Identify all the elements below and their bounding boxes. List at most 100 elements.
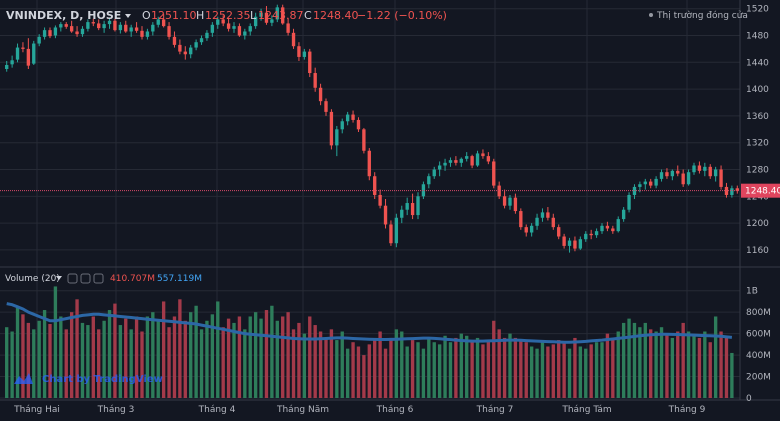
symbol-label[interactable]: VNINDEX, D, HOSE xyxy=(6,9,121,22)
candle xyxy=(37,34,41,47)
candle-body xyxy=(600,225,604,232)
eye-icon[interactable] xyxy=(67,273,78,284)
volume-bar xyxy=(432,342,436,398)
tradingview-watermark[interactable]: Chart by TradingView xyxy=(14,373,163,385)
price-tick-label: 1440 xyxy=(746,58,769,68)
price-tick-label: 1480 xyxy=(746,32,769,42)
settings-icon[interactable] xyxy=(80,273,91,284)
candle xyxy=(281,4,285,25)
price-tick-label: 1320 xyxy=(746,139,769,149)
volume-bar xyxy=(69,312,74,398)
volume-bar xyxy=(578,346,583,398)
candle-body xyxy=(259,12,263,17)
volume-bar xyxy=(10,331,14,398)
candle xyxy=(567,237,572,253)
volume-bar xyxy=(113,303,117,398)
candle xyxy=(508,194,512,210)
volume-bar xyxy=(129,329,133,398)
candle-body xyxy=(75,31,79,35)
volume-bar xyxy=(356,346,361,398)
volume-bar xyxy=(730,352,734,398)
close-icon[interactable] xyxy=(93,273,104,284)
volume-bar xyxy=(600,342,604,398)
volume-bar xyxy=(405,346,409,398)
candle xyxy=(659,169,664,182)
candle-body xyxy=(113,20,117,31)
candle xyxy=(15,43,20,63)
volume-bar xyxy=(161,301,166,398)
volume-bar xyxy=(551,344,555,398)
candle-body xyxy=(324,101,328,112)
candle-body xyxy=(519,211,523,228)
candle xyxy=(713,166,718,182)
candle-body xyxy=(216,19,220,25)
candle-body xyxy=(611,228,615,232)
candle xyxy=(703,162,707,177)
candle xyxy=(286,18,290,36)
price-candles xyxy=(5,4,739,253)
candle xyxy=(427,173,431,189)
volume-bar xyxy=(400,331,404,398)
candle-body xyxy=(627,194,631,210)
candle xyxy=(156,16,160,28)
candle xyxy=(91,18,95,27)
candle xyxy=(221,15,225,27)
candle xyxy=(329,109,334,150)
candle xyxy=(345,111,350,126)
volume-bar xyxy=(724,337,729,398)
volume-bar xyxy=(594,342,599,398)
candle-body xyxy=(237,26,242,36)
volume-title[interactable]: Volume (20) xyxy=(5,274,60,284)
candle-body xyxy=(524,227,528,233)
volume-bar xyxy=(535,348,539,398)
price-tick-label: 1160 xyxy=(746,246,769,256)
candle xyxy=(32,40,36,65)
candle xyxy=(562,233,566,249)
volume-bar xyxy=(243,329,247,398)
chevron-down-icon[interactable] xyxy=(56,276,62,280)
candle-body xyxy=(659,172,664,179)
volume-bar xyxy=(64,329,68,398)
candle xyxy=(318,83,323,106)
candle-body xyxy=(454,160,458,163)
volume-legend[interactable]: Volume (20) 410.707M 557.119M xyxy=(5,273,202,284)
volume-bar xyxy=(48,323,52,398)
candle-body xyxy=(32,43,36,64)
candle-body xyxy=(665,172,669,177)
price-tick-label: 1200 xyxy=(746,219,769,229)
volume-bar xyxy=(567,348,572,398)
watermark-text[interactable]: Chart by TradingView xyxy=(42,374,163,385)
volume-bar xyxy=(529,346,534,398)
volume-bar xyxy=(37,320,41,398)
price-tick-label: 1280 xyxy=(746,166,769,176)
candle xyxy=(253,12,258,29)
volume-bar xyxy=(216,301,220,398)
chevron-down-icon[interactable] xyxy=(125,14,131,18)
volume-bar xyxy=(302,333,307,398)
candle xyxy=(270,15,274,27)
candle xyxy=(416,192,420,220)
volume-bar xyxy=(248,316,252,398)
candle-body xyxy=(308,51,312,74)
symbol-legend[interactable]: VNINDEX, D, HOSE O 1251.10 H 1252.35 L 1… xyxy=(6,9,447,22)
volume-bar xyxy=(172,316,177,398)
market-status: Thị trường đóng cửa xyxy=(649,10,748,21)
last-price-badge-bg xyxy=(741,183,780,198)
volume-bar xyxy=(313,325,317,398)
candle xyxy=(443,158,447,171)
candle xyxy=(502,189,507,209)
candle xyxy=(356,117,361,132)
candle xyxy=(470,154,474,169)
candle xyxy=(378,189,382,209)
candle xyxy=(649,178,653,189)
candle-body xyxy=(373,176,377,195)
candle xyxy=(226,18,231,32)
candle xyxy=(194,39,198,51)
candle xyxy=(557,224,561,240)
candle-body xyxy=(264,12,269,23)
candle-body xyxy=(703,166,707,171)
volume-bar xyxy=(183,320,187,398)
volume-bar xyxy=(362,355,366,398)
volume-bar xyxy=(562,342,566,398)
candle-body xyxy=(573,240,577,249)
